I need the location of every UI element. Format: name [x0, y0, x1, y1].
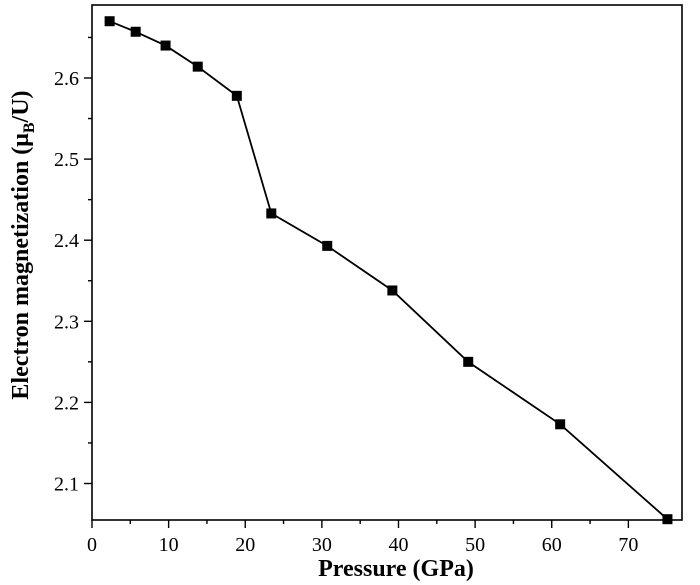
data-point — [192, 61, 203, 72]
data-point — [662, 514, 673, 525]
y-axis-ticks: 2.1 2.2 2.3 2.4 2.5 2.6 — [54, 36, 92, 496]
y-tick-label: 2.4 — [54, 230, 79, 252]
x-tick-label: 70 — [618, 534, 638, 556]
x-tick-label: 60 — [542, 534, 562, 556]
data-point — [266, 208, 277, 219]
y-tick-label: 2.6 — [54, 68, 79, 90]
data-point — [555, 419, 566, 430]
x-tick-label: 10 — [159, 534, 179, 556]
x-tick-label: 50 — [465, 534, 485, 556]
y-tick-label: 2.3 — [54, 311, 79, 333]
y-axis-title-suffix: /U) — [8, 90, 34, 123]
series-line — [109, 20, 668, 520]
data-point — [387, 285, 398, 296]
data-point — [322, 240, 333, 251]
plot-frame — [91, 4, 683, 521]
x-tick-label: 30 — [312, 534, 332, 556]
y-axis-title-prefix: Electron magnetization (μ — [8, 133, 34, 400]
y-axis-title-subscript: B — [21, 122, 38, 133]
x-tick-label: 0 — [87, 534, 97, 556]
x-tick-label: 20 — [235, 534, 255, 556]
data-point — [130, 26, 141, 37]
y-tick-label: 2.1 — [54, 474, 79, 496]
data-point — [160, 40, 171, 51]
x-tick-label: 40 — [388, 534, 408, 556]
x-axis-ticks: 0 10 20 30 40 50 60 70 — [87, 520, 668, 556]
data-point — [104, 16, 115, 27]
y-tick-label: 2.2 — [54, 392, 79, 414]
x-axis-title: Pressure (GPa) — [318, 556, 474, 582]
data-point — [231, 90, 242, 101]
y-axis-title: Electron magnetization (μB/U) — [8, 90, 38, 399]
data-series — [104, 16, 673, 525]
data-point — [463, 356, 474, 367]
plot-border — [91, 4, 683, 521]
y-tick-label: 2.5 — [54, 149, 79, 171]
